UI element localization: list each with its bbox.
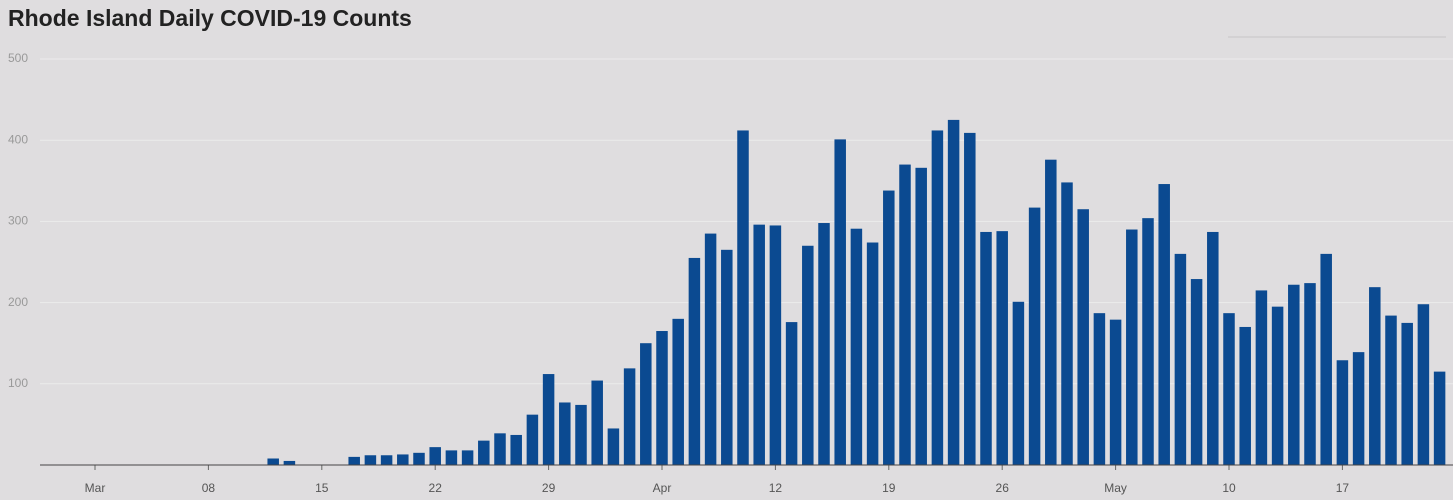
bar (688, 257, 701, 465)
x-tick-label: 15 (315, 481, 329, 495)
bar (656, 331, 668, 465)
bar (429, 447, 441, 465)
bar (1077, 209, 1089, 465)
bar (267, 458, 279, 465)
bar (883, 190, 895, 465)
bar (461, 450, 474, 465)
bar (1401, 322, 1413, 465)
bar (980, 231, 992, 465)
bar (494, 433, 506, 465)
bar (1239, 326, 1251, 465)
bar (1045, 159, 1057, 466)
bar (1223, 313, 1235, 465)
bar (834, 139, 846, 465)
bar (364, 455, 377, 465)
y-tick-label: 400 (8, 132, 28, 146)
bar (1126, 229, 1138, 465)
x-tick-label: May (1104, 481, 1127, 495)
bar (1012, 301, 1025, 465)
bar (380, 455, 393, 465)
bar (445, 450, 458, 465)
bar (1174, 253, 1187, 465)
x-tick-label: 12 (769, 481, 783, 495)
x-tick-label: 29 (542, 481, 556, 495)
bar (1028, 207, 1041, 465)
bar (1433, 371, 1446, 465)
bar (1288, 284, 1300, 465)
bar (915, 167, 927, 466)
bar (478, 440, 490, 465)
bar (996, 231, 1008, 465)
bar (1271, 306, 1284, 465)
bar (785, 322, 798, 465)
bar (866, 242, 879, 465)
x-tick-label: 10 (1222, 481, 1236, 495)
bar (737, 130, 749, 465)
x-tick-label: Mar (85, 481, 106, 495)
bar (591, 380, 603, 465)
y-tick-label: 500 (8, 51, 28, 65)
bar (413, 452, 425, 465)
bar (850, 228, 863, 465)
bar (1190, 279, 1203, 465)
bar (542, 374, 555, 465)
bar (559, 402, 571, 465)
bar (397, 454, 409, 465)
bar (818, 223, 830, 465)
bar (899, 164, 911, 465)
bar (721, 249, 733, 465)
bar (1142, 218, 1154, 465)
x-tick-label: 08 (202, 481, 216, 495)
x-tick-label: 17 (1336, 481, 1350, 495)
bar (947, 119, 960, 466)
bar (1255, 290, 1268, 465)
bar (1061, 182, 1073, 465)
bar (526, 414, 539, 465)
y-tick-label: 300 (8, 214, 28, 228)
bar (802, 245, 814, 465)
y-tick-label: 200 (8, 295, 28, 309)
bar (640, 343, 652, 465)
bar (1336, 360, 1349, 465)
bar (672, 318, 684, 465)
bar (769, 225, 782, 465)
bar (607, 428, 620, 465)
y-tick-label: 100 (8, 376, 28, 390)
bar (1417, 304, 1430, 465)
bar (1109, 319, 1122, 465)
chart-title: Rhode Island Daily COVID-19 Counts (8, 5, 412, 31)
bar (704, 233, 717, 465)
bar (1369, 287, 1381, 465)
bar (1093, 313, 1106, 465)
bar (575, 404, 587, 465)
bar (510, 434, 522, 465)
x-tick-label: 22 (429, 481, 443, 495)
x-tick-label: 19 (882, 481, 896, 495)
bar (348, 456, 360, 465)
bar (1385, 315, 1397, 465)
x-tick-label: Apr (653, 481, 672, 495)
bar (283, 460, 296, 465)
bar (753, 224, 765, 465)
bar (1320, 253, 1332, 465)
bar (1304, 283, 1316, 465)
bar (964, 132, 976, 465)
bar (1158, 184, 1170, 465)
bar (1352, 352, 1365, 465)
bar (1207, 231, 1219, 465)
bar (623, 368, 636, 465)
bar (931, 130, 944, 465)
x-tick-label: 26 (996, 481, 1010, 495)
